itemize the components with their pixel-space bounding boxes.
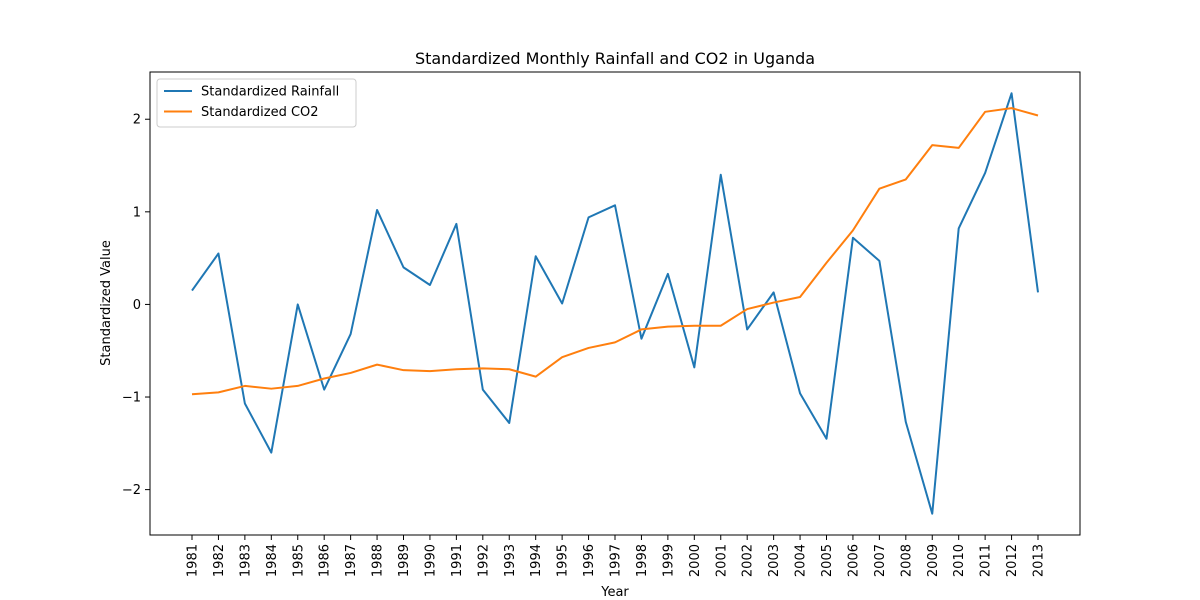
legend-label: Standardized CO2 [201, 105, 319, 120]
y-axis-label: Standardized Value [99, 240, 114, 366]
x-tick-label: 1998 [635, 544, 650, 577]
x-tick-label: 2011 [979, 544, 994, 577]
x-axis-label: Year [600, 585, 629, 600]
x-tick-label: 2006 [846, 544, 861, 577]
x-tick-label: 1987 [344, 544, 359, 577]
y-tick-label: 2 [133, 113, 141, 128]
x-tick-label: 1983 [238, 544, 253, 577]
x-tick-label: 1985 [291, 544, 306, 577]
legend: Standardized Rainfall Standardized CO2 [156, 78, 357, 128]
x-tick-label: 1992 [476, 544, 491, 577]
x-tick-label: 2007 [873, 544, 888, 577]
series-lines [191, 92, 1039, 515]
chart-title: Standardized Monthly Rainfall and CO2 in… [415, 49, 815, 68]
x-tick-label: 1996 [582, 544, 597, 577]
x-tick-label: 2002 [741, 544, 756, 577]
x-axis-ticks: 1981 1982 1983 1984 1985 1986 1987 1988 1989 1990… [186, 535, 1047, 577]
x-tick-label: 1999 [661, 544, 676, 577]
x-tick-label: 2004 [794, 544, 809, 577]
x-tick-label: 1993 [503, 544, 518, 577]
x-tick-label: 2010 [952, 544, 967, 577]
x-tick-label: 1982 [212, 544, 227, 577]
x-tick-label: 2012 [1005, 544, 1020, 577]
x-tick-label: 2000 [688, 544, 703, 577]
y-tick-label: 1 [133, 205, 141, 220]
x-tick-label: 1995 [556, 544, 571, 577]
x-tick-label: 1984 [265, 544, 280, 577]
x-tick-label: 2009 [926, 544, 941, 577]
y-axis-ticks: −2 −1 0 1 2 [122, 113, 150, 498]
x-tick-label: 1988 [371, 544, 386, 577]
x-tick-label: 1986 [318, 544, 333, 577]
y-tick-label: 0 [133, 298, 141, 313]
x-tick-label: 2008 [899, 544, 914, 577]
x-tick-label: 1989 [397, 544, 412, 577]
x-tick-label: 2005 [820, 544, 835, 577]
x-tick-label: 1997 [609, 544, 624, 577]
legend-label: Standardized Rainfall [201, 85, 339, 100]
x-tick-label: 2003 [767, 544, 782, 577]
x-tick-label: 1990 [423, 544, 438, 577]
x-tick-label: 1981 [186, 544, 201, 577]
series-line-standardized-rainfall [191, 92, 1039, 515]
legend-box [156, 78, 357, 128]
x-tick-label: 2001 [714, 544, 729, 577]
x-tick-label: 1994 [529, 544, 544, 577]
series-line-standardized-co2 [191, 107, 1039, 396]
x-tick-label: 2013 [1032, 544, 1047, 577]
y-tick-label: −1 [122, 391, 141, 406]
y-tick-label: −2 [122, 483, 141, 498]
plot-frame [149, 71, 1081, 536]
x-tick-label: 1991 [450, 544, 465, 577]
